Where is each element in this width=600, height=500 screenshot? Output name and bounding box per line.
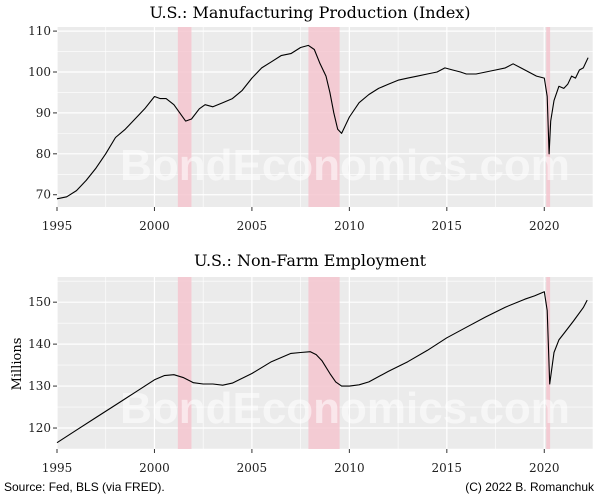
x-tick-label: 2015 xyxy=(432,461,463,475)
y-tick-label: 110 xyxy=(28,24,51,38)
x-tick-label: 2005 xyxy=(237,219,268,233)
recession-band xyxy=(177,277,192,449)
x-tick-label: 1995 xyxy=(42,461,73,475)
y-axis-label: Millions xyxy=(10,338,25,391)
chart-title: U.S.: Non-Farm Employment xyxy=(194,251,427,270)
manufacturing-production-panel: BondEconomics.com U.S.: Manufacturing Pr… xyxy=(28,3,594,233)
x-tick-label: 2020 xyxy=(529,219,560,233)
x-tick-label: 2000 xyxy=(139,219,170,233)
y-tick-label: 150 xyxy=(28,295,51,309)
y-tick-label: 140 xyxy=(28,337,51,351)
plot-area: BondEconomics.com xyxy=(56,277,594,450)
non-farm-employment-panel: BondEconomics.com U.S.: Non-Farm Employm… xyxy=(10,251,594,475)
x-tick-label: 2000 xyxy=(139,461,170,475)
recession-band xyxy=(177,27,192,207)
x-tick-label: 2010 xyxy=(334,461,365,475)
chart-title: U.S.: Manufacturing Production (Index) xyxy=(149,3,470,22)
y-tick-label: 130 xyxy=(28,379,51,393)
watermark: BondEconomics.com xyxy=(120,384,570,433)
x-tick-label: 2005 xyxy=(237,461,268,475)
x-tick-label: 2020 xyxy=(529,461,560,475)
x-tick-label: 2015 xyxy=(432,219,463,233)
y-tick-label: 120 xyxy=(28,421,51,435)
x-tick-label: 2010 xyxy=(334,219,365,233)
series-line xyxy=(56,291,588,444)
source-note: Source: Fed, BLS (via FRED). xyxy=(4,480,165,494)
x-tick-label: 1995 xyxy=(42,219,73,233)
copyright-note: (C) 2022 B. Romanchuk xyxy=(465,480,595,494)
watermark: BondEconomics.com xyxy=(120,141,570,190)
recession-band xyxy=(546,277,551,449)
y-tick-label: 80 xyxy=(36,147,51,161)
series-line xyxy=(56,44,589,200)
y-tick-label: 70 xyxy=(36,188,51,202)
y-tick-label: 90 xyxy=(36,106,51,120)
y-tick-label: 100 xyxy=(28,65,51,79)
